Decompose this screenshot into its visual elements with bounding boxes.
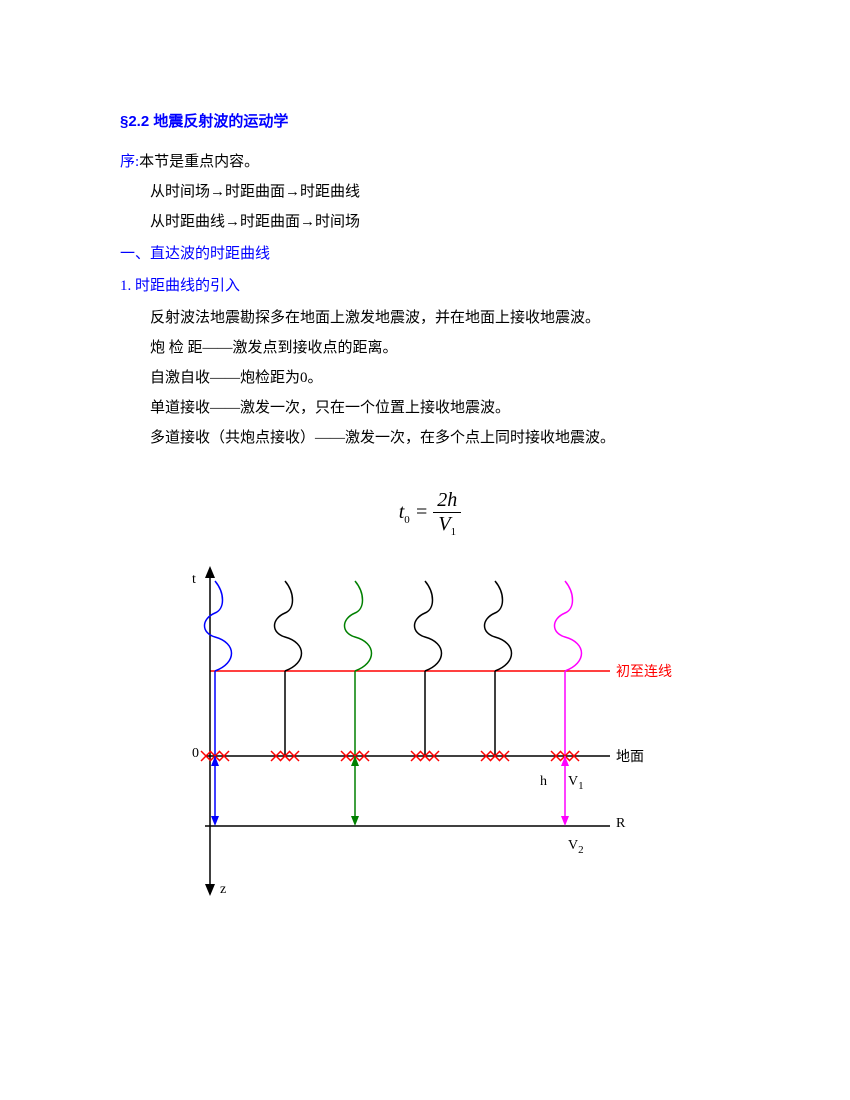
section-number: §2.2: [120, 113, 149, 130]
v1-label: V1: [568, 774, 584, 792]
axis-t-label: t: [192, 572, 196, 588]
eq-den-sub: 1: [451, 526, 457, 538]
axis-origin-label: 0: [192, 746, 199, 762]
subsection-2: 1. 时距曲线的引入: [120, 271, 740, 301]
body-p1: 反射波法地震勘探多在地面上激发地震波，并在地面上接收地震波。: [120, 303, 740, 333]
body-p3: 自激自收——炮检距为0。: [120, 363, 740, 393]
intro-text: 本节是重点内容。: [139, 154, 259, 170]
eq-equals: =: [410, 501, 434, 523]
intro-line2: 从时间场→时距曲面→时距曲线: [120, 177, 740, 207]
h-label: h: [540, 774, 547, 790]
section-title-text: 地震反射波的运动学: [153, 113, 288, 130]
eq-denominator: V: [438, 513, 450, 535]
intro-label: 序:: [120, 154, 139, 170]
body-p4: 单道接收——激发一次，只在一个位置上接收地震波。: [120, 393, 740, 423]
body-p5: 多道接收（共炮点接收）——激发一次，在多个点上同时接收地震波。: [120, 423, 740, 453]
ground-label: 地面: [616, 746, 644, 766]
equation-t0: t0 = 2h V1: [120, 489, 740, 538]
intro-line: 序:本节是重点内容。: [120, 147, 740, 177]
section-title: §2.2 地震反射波的运动学: [120, 110, 740, 131]
subsection-1: 一、直达波的时距曲线: [120, 239, 740, 269]
intro-line3: 从时距曲线→时距曲面→时间场: [120, 207, 740, 237]
v2-label: V2: [568, 838, 584, 856]
body-p2: 炮 检 距——激发点到接收点的距离。: [120, 333, 740, 363]
axis-z-label: z: [220, 882, 226, 898]
reflector-label: R: [616, 816, 625, 832]
seismic-diagram: t z 0 地面 初至连线 R h V1 V2: [160, 546, 720, 916]
eq-numerator: 2h: [433, 489, 461, 513]
first-arrival-label: 初至连线: [616, 661, 672, 681]
diagram-svg: [160, 546, 720, 916]
